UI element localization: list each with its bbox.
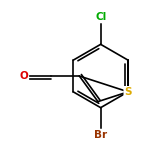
Text: S: S xyxy=(124,87,132,97)
Text: Cl: Cl xyxy=(95,12,106,22)
Text: Br: Br xyxy=(94,130,107,140)
Text: O: O xyxy=(20,71,28,81)
